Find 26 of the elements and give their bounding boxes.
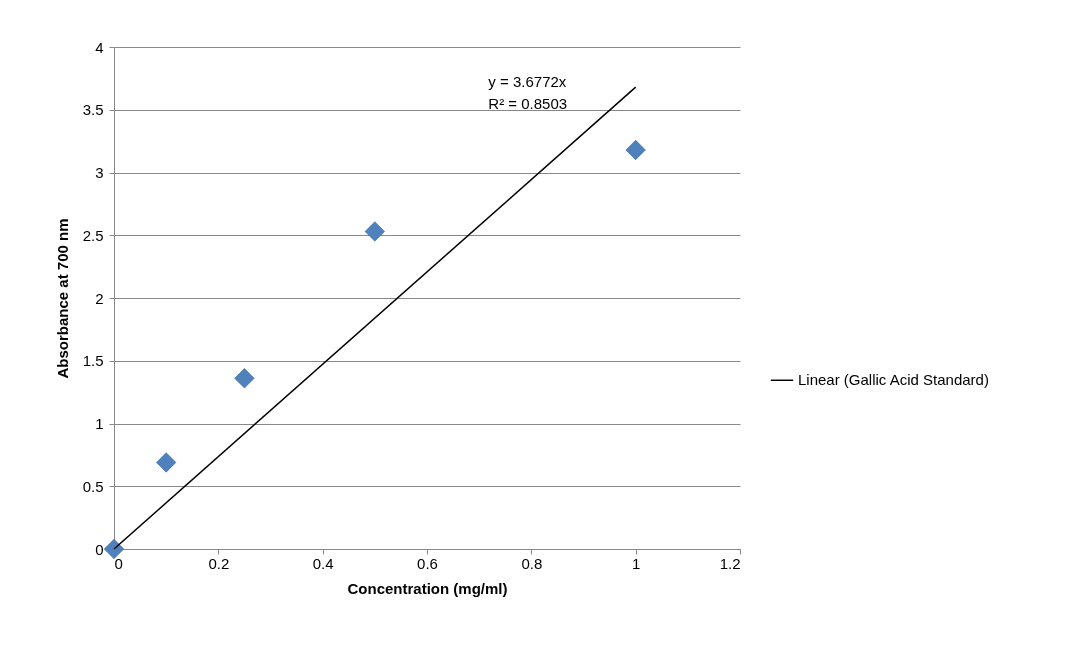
x-axis-title: Concentration (mg/ml) bbox=[347, 579, 508, 597]
x-tick-label: 0.2 bbox=[208, 554, 230, 572]
legend-label: Linear (Gallic Acid Standard) bbox=[798, 371, 989, 389]
y-tick-label: 1 bbox=[95, 415, 104, 432]
x-tick-label: 0 bbox=[114, 554, 123, 572]
y-tick-label: 1.5 bbox=[82, 352, 104, 370]
point bbox=[234, 368, 255, 389]
y-tick-label: 0 bbox=[95, 540, 104, 558]
x-tick-label: 0.8 bbox=[521, 554, 543, 572]
annotation: R² = 0.8503 bbox=[488, 94, 568, 112]
y-tick-label: 4 bbox=[95, 38, 104, 56]
point bbox=[364, 221, 385, 242]
x-tick-label: 0.4 bbox=[312, 554, 334, 572]
y-tick-label: 2.5 bbox=[82, 226, 104, 244]
annotation: y = 3.6772x bbox=[488, 72, 567, 90]
point bbox=[625, 139, 646, 160]
x-tick-label: 0.6 bbox=[417, 554, 438, 572]
y-tick-label: 2 bbox=[95, 289, 104, 307]
x-tick-label: 1 bbox=[631, 554, 641, 572]
y-axis-title: Absorbance at 700 nm bbox=[53, 218, 71, 379]
point bbox=[156, 452, 177, 473]
y-tick-label: 3.5 bbox=[82, 101, 104, 119]
y-tick-label: 0.5 bbox=[82, 477, 104, 495]
point bbox=[103, 538, 125, 560]
x-tick-label: 1.2 bbox=[719, 554, 741, 572]
y-tick-label: 3 bbox=[95, 164, 104, 181]
